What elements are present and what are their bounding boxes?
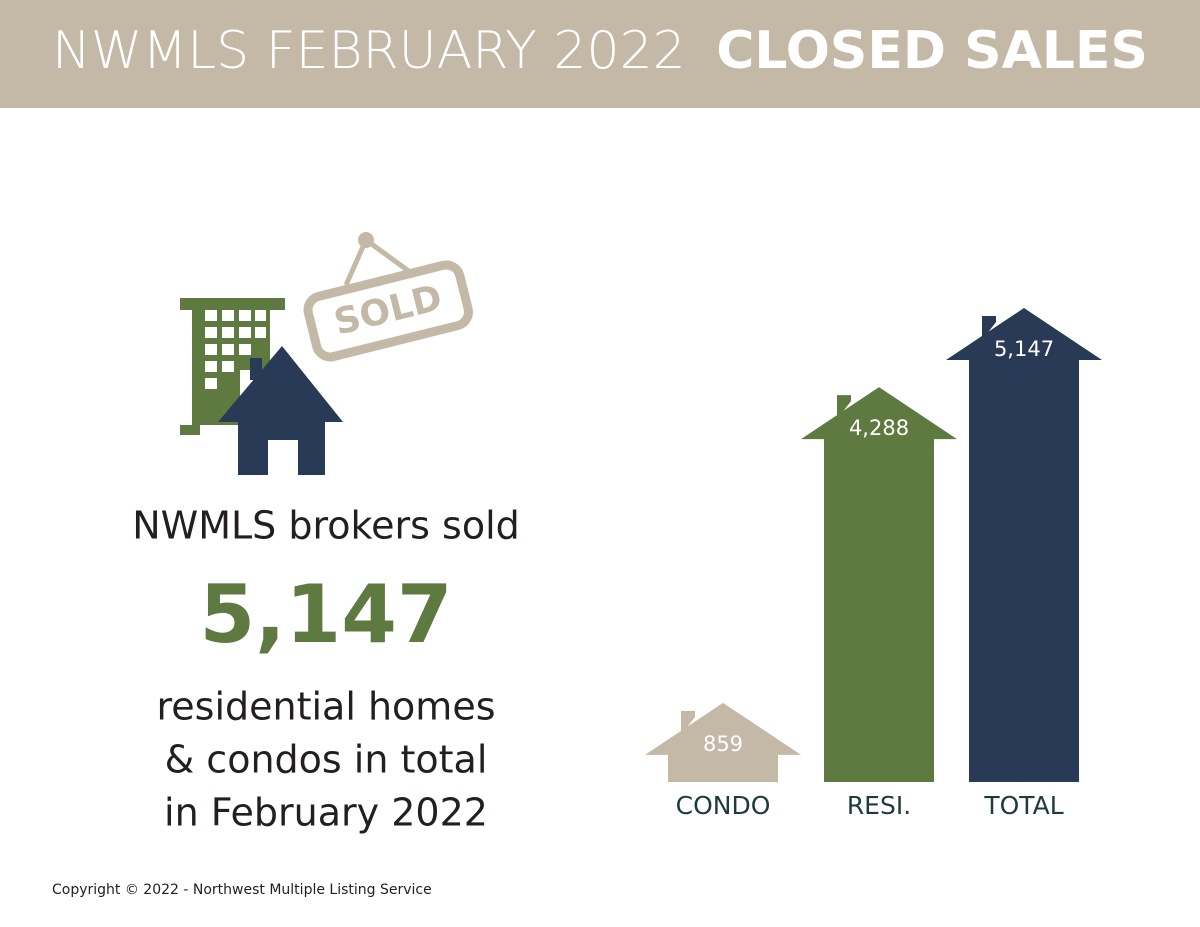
summary-line: residential homes (156, 685, 495, 729)
title-light: NWMLS FEBRUARY 2022 (52, 21, 686, 81)
summary-line: in February 2022 (164, 791, 488, 835)
category-label: CONDO (676, 791, 771, 820)
value-label: 4,288 (849, 416, 909, 440)
sign-board (303, 260, 473, 362)
category-label: TOTAL (983, 791, 1063, 820)
summary-line: & condos in total (165, 738, 488, 782)
copyright: Copyright © 2022 - Northwest Multiple Li… (52, 882, 432, 898)
value-label: 5,147 (994, 337, 1054, 361)
sign-string (343, 236, 412, 287)
house-bar (801, 387, 957, 782)
summary-intro: NWMLS brokers sold (132, 504, 520, 548)
header-band (0, 0, 1200, 108)
value-label: 859 (703, 732, 743, 756)
title: NWMLS FEBRUARY 2022 CLOSED SALES (52, 21, 1148, 81)
house (218, 346, 343, 475)
title-bold: CLOSED SALES (716, 21, 1148, 81)
category-label: RESI. (847, 791, 911, 820)
house-bar (946, 308, 1102, 782)
summary-count: 5,147 (199, 568, 452, 661)
icon: SOLD (180, 232, 473, 475)
house-bar (645, 702, 801, 782)
house-chimney (250, 358, 262, 380)
